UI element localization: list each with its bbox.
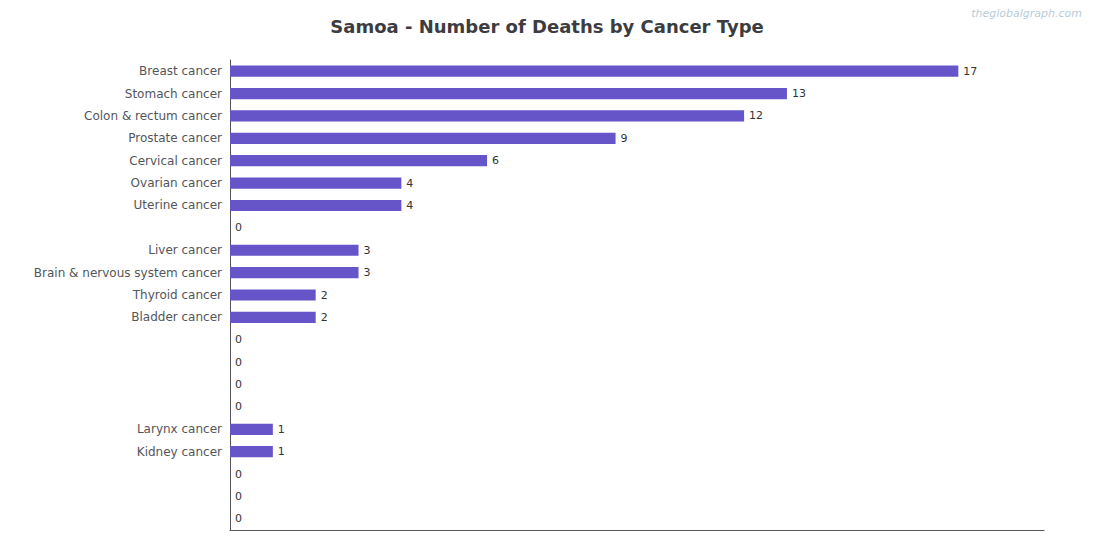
svg-text:4: 4	[406, 199, 413, 212]
svg-text:Prostate cancer: Prostate cancer	[128, 131, 222, 145]
svg-text:Uterine cancer: Uterine cancer	[134, 198, 222, 212]
svg-text:0: 0	[235, 512, 242, 525]
svg-text:1: 1	[278, 445, 285, 458]
svg-text:Kidney cancer: Kidney cancer	[137, 445, 222, 459]
svg-text:3: 3	[364, 244, 371, 257]
svg-text:Larynx cancer: Larynx cancer	[137, 422, 222, 436]
svg-text:0: 0	[235, 490, 242, 503]
svg-text:Cervical cancer: Cervical cancer	[129, 154, 222, 168]
svg-text:0: 0	[235, 400, 242, 413]
svg-text:Stomach cancer: Stomach cancer	[125, 87, 222, 101]
svg-text:Bladder cancer: Bladder cancer	[131, 310, 222, 324]
svg-text:Ovarian cancer: Ovarian cancer	[131, 176, 222, 190]
svg-text:6: 6	[492, 154, 499, 167]
svg-text:1: 1	[278, 423, 285, 436]
svg-text:13: 13	[792, 87, 806, 100]
svg-text:Samoa - Number of Deaths by Ca: Samoa - Number of Deaths by Cancer Type	[330, 16, 763, 37]
svg-text:theglobalgraph.com: theglobalgraph.com	[971, 7, 1082, 20]
svg-text:0: 0	[235, 468, 242, 481]
svg-text:0: 0	[235, 333, 242, 346]
svg-text:Liver cancer: Liver cancer	[148, 243, 222, 257]
svg-text:17: 17	[963, 65, 977, 78]
svg-text:4: 4	[406, 177, 413, 190]
svg-text:Colon & rectum cancer: Colon & rectum cancer	[84, 109, 222, 123]
svg-text:0: 0	[235, 221, 242, 234]
svg-text:Breast cancer: Breast cancer	[139, 64, 222, 78]
svg-text:2: 2	[321, 289, 328, 302]
svg-text:9: 9	[621, 132, 628, 145]
svg-text:0: 0	[235, 356, 242, 369]
svg-text:Brain & nervous system cancer: Brain & nervous system cancer	[34, 266, 222, 280]
svg-text:12: 12	[749, 109, 763, 122]
svg-text:2: 2	[321, 311, 328, 324]
svg-text:0: 0	[235, 378, 242, 391]
svg-text:3: 3	[364, 266, 371, 279]
svg-text:Thyroid cancer: Thyroid cancer	[132, 288, 222, 302]
